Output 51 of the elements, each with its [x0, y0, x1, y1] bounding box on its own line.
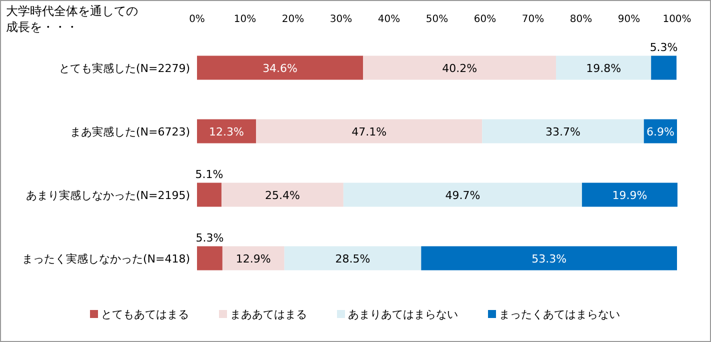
bar: [197, 56, 364, 80]
bar: [197, 119, 256, 144]
bar: [651, 56, 677, 80]
y-tick-label: まあ実感した(N=6723): [70, 125, 190, 138]
data-label: 28.5%: [335, 252, 370, 266]
data-label: 53.3%: [532, 252, 567, 266]
x-tick-label: 60%: [474, 14, 496, 25]
data-label: 34.6%: [262, 62, 298, 75]
y-tick-label: とても実感した(N=2279): [58, 62, 190, 75]
x-tick-label: 40%: [378, 14, 400, 25]
bar: [343, 182, 582, 207]
legend-label: あまりあてはまらない: [348, 308, 458, 321]
x-tick-label: 0%: [189, 14, 205, 25]
bar: [222, 246, 284, 270]
bar: [363, 56, 556, 80]
data-label: 47.1%: [352, 125, 387, 138]
bar: [221, 182, 344, 207]
bar: [197, 246, 222, 270]
data-label: 6.9%: [646, 125, 674, 138]
y-tick-label: あまり実感しなかった(N=2195): [26, 188, 190, 202]
x-tick-label: 70%: [522, 14, 544, 25]
bar: [582, 182, 678, 207]
text: 大学時代全体を通しての成長を・・・: [6, 4, 138, 34]
x-tick-label: 50%: [426, 14, 448, 25]
data-label: 5.3%: [650, 40, 678, 54]
data-label: 25.4%: [264, 188, 300, 202]
legend-label: まああてはまる: [230, 308, 307, 321]
data-label: 12.9%: [236, 252, 271, 266]
bar: [556, 56, 652, 80]
data-label: 5.3%: [196, 231, 224, 244]
bar: [197, 182, 222, 207]
x-tick-label: 100%: [662, 14, 692, 25]
data-label: 19.9%: [612, 188, 648, 202]
legend-label: とてもあてはまる: [101, 308, 189, 321]
x-tick-label: 90%: [618, 14, 640, 25]
data-label: 5.1%: [195, 168, 224, 181]
bar: [482, 119, 644, 144]
data-label: 12.3%: [209, 125, 244, 138]
bar: [284, 246, 422, 270]
x-tick-label: 10%: [234, 14, 256, 25]
data-label: 33.7%: [546, 125, 580, 138]
x-tick-label: 80%: [570, 14, 592, 25]
data-label: 49.7%: [445, 188, 480, 202]
y-tick-label: まったく実感しなかった(N=418): [22, 252, 190, 266]
bar: [421, 246, 677, 270]
data-label: 40.2%: [442, 62, 478, 75]
x-tick-label: 20%: [282, 14, 304, 25]
x-tick-label: 30%: [330, 14, 352, 25]
legend-label: まったくあてはまらない: [499, 308, 620, 321]
data-label: 19.8%: [586, 62, 622, 75]
bar: [256, 119, 482, 144]
